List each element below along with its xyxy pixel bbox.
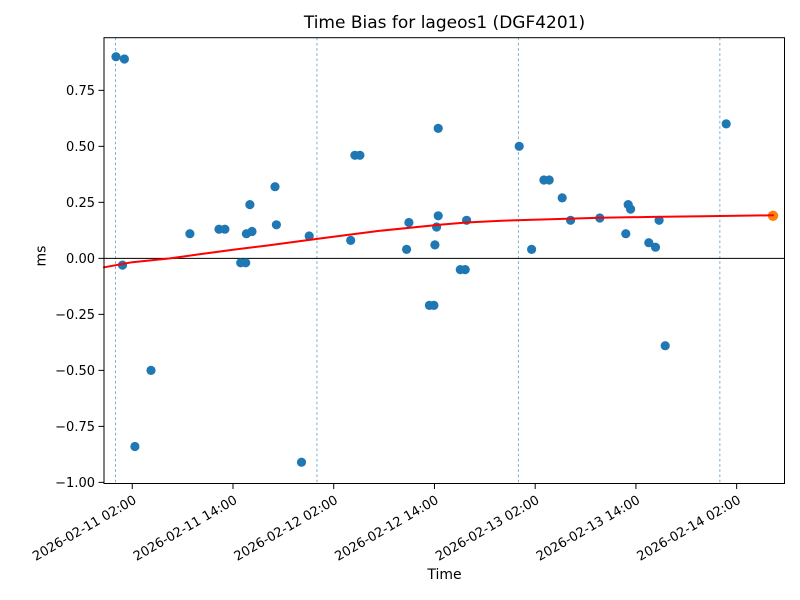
x-tick-label: 2026-02-12 14:00 <box>332 493 441 565</box>
plot-border <box>103 37 785 484</box>
x-tick-label: 2026-02-13 14:00 <box>534 493 643 565</box>
data-point <box>644 238 654 248</box>
data-point <box>404 217 414 228</box>
x-tick-label: 2026-02-11 14:00 <box>131 493 240 565</box>
data-point <box>557 193 567 203</box>
data-point <box>527 244 537 254</box>
y-tick-label: −0.50 <box>55 364 95 379</box>
data-point <box>429 300 439 310</box>
data-point <box>721 119 731 129</box>
data-point <box>660 341 670 351</box>
data-point <box>460 265 470 275</box>
data-point <box>566 215 576 225</box>
data-point <box>271 220 281 230</box>
data-point <box>111 52 121 62</box>
x-axis-label: Time <box>427 567 462 583</box>
data-point <box>220 224 230 234</box>
y-tick-label: 0.75 <box>66 84 95 99</box>
x-tick-label: 2026-02-12 02:00 <box>232 493 341 565</box>
data-point <box>296 457 307 467</box>
y-axis-label: ms <box>33 245 50 267</box>
x-tick-label: 2026-02-11 02:00 <box>30 493 139 565</box>
data-point <box>650 242 661 252</box>
data-point <box>402 244 412 254</box>
y-tick-label: −0.75 <box>55 420 95 435</box>
data-point <box>355 150 365 160</box>
fit-curve <box>103 214 774 269</box>
data-point <box>130 441 140 452</box>
data-point <box>270 182 280 192</box>
x-tick-label: 2026-02-13 02:00 <box>433 493 542 565</box>
x-tick-label: 2026-02-14 02:00 <box>635 493 744 565</box>
data-point <box>119 54 129 64</box>
chart-title: Time Bias for lageos1 (DGF4201) <box>303 13 586 33</box>
y-tick-label: −0.25 <box>55 308 95 323</box>
data-point <box>185 229 195 239</box>
data-point <box>621 229 631 239</box>
data-point <box>241 258 251 268</box>
plot-area <box>104 37 785 484</box>
data-point <box>245 200 255 210</box>
y-tick-label: 0.00 <box>66 252 95 267</box>
data-point <box>433 123 443 133</box>
data-point <box>346 235 356 245</box>
data-point <box>626 204 636 214</box>
y-tick-label: 0.25 <box>66 196 95 211</box>
data-point <box>430 240 440 250</box>
data-point <box>654 215 664 225</box>
data-point <box>304 231 314 241</box>
data-point <box>247 226 257 237</box>
y-tick-label: 0.50 <box>66 140 95 155</box>
data-point <box>433 211 443 221</box>
y-tick-label: −1.00 <box>55 476 95 491</box>
data-point <box>146 365 156 375</box>
data-point <box>544 175 554 185</box>
data-point <box>514 141 524 151</box>
